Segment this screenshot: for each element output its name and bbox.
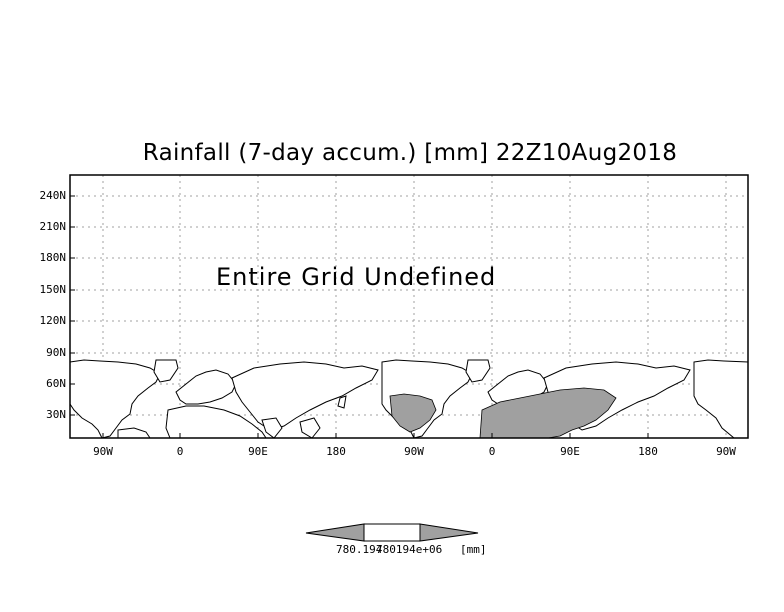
- y-tick-label: 120N: [39, 314, 67, 327]
- shaded-rainfall: [389, 387, 617, 439]
- colorbar-left-arrow: [305, 523, 365, 542]
- x-tick-label: 0: [488, 445, 496, 458]
- colorbar-label-left: 780.194: [336, 543, 383, 556]
- shade-us: [389, 393, 437, 433]
- y-tick-label: 150N: [39, 283, 67, 296]
- x-tick-label: 90E: [560, 445, 580, 458]
- x-tick-label: 180: [326, 445, 346, 458]
- north-america-right: [693, 359, 749, 439]
- y-tick-label: 60N: [46, 377, 66, 390]
- x-tick-label: 90E: [248, 445, 268, 458]
- y-tick-label: 180N: [39, 251, 67, 264]
- y-tick-label: 210N: [39, 220, 67, 233]
- south-america-left: [117, 427, 151, 439]
- colorbar: [305, 523, 479, 542]
- undefined-message: Entire Grid Undefined: [216, 263, 497, 291]
- africa: [165, 405, 267, 439]
- se-asia: [299, 417, 321, 439]
- india: [261, 417, 283, 439]
- greenland-mid: [465, 359, 491, 383]
- continents: [69, 359, 379, 439]
- y-tick-label: 90N: [46, 346, 66, 359]
- japan: [337, 395, 347, 409]
- colorbar-right-arrow: [419, 523, 479, 542]
- colorbar-label-unit: [mm]: [460, 543, 487, 556]
- x-tick-label: 90W: [716, 445, 736, 458]
- colorbar-center: [363, 523, 421, 542]
- x-tick-label: 0: [176, 445, 184, 458]
- x-tick-label: 90W: [93, 445, 113, 458]
- greenland-left: [153, 359, 179, 383]
- y-tick-label: 240N: [39, 189, 67, 202]
- x-tick-label: 90W: [404, 445, 424, 458]
- shade-africa-asia: [479, 387, 617, 439]
- asia: [231, 361, 379, 431]
- y-tick-label: 30N: [46, 408, 66, 421]
- map-title: Rainfall (7-day accum.) [mm] 22Z10Aug201…: [142, 140, 678, 166]
- colorbar-label-mid: 780194e+06: [376, 543, 443, 556]
- tick-marks: [70, 195, 649, 438]
- north-america-left: [69, 359, 161, 439]
- plot-frame: [69, 174, 749, 439]
- europe: [175, 369, 237, 405]
- x-tick-label: 180: [638, 445, 658, 458]
